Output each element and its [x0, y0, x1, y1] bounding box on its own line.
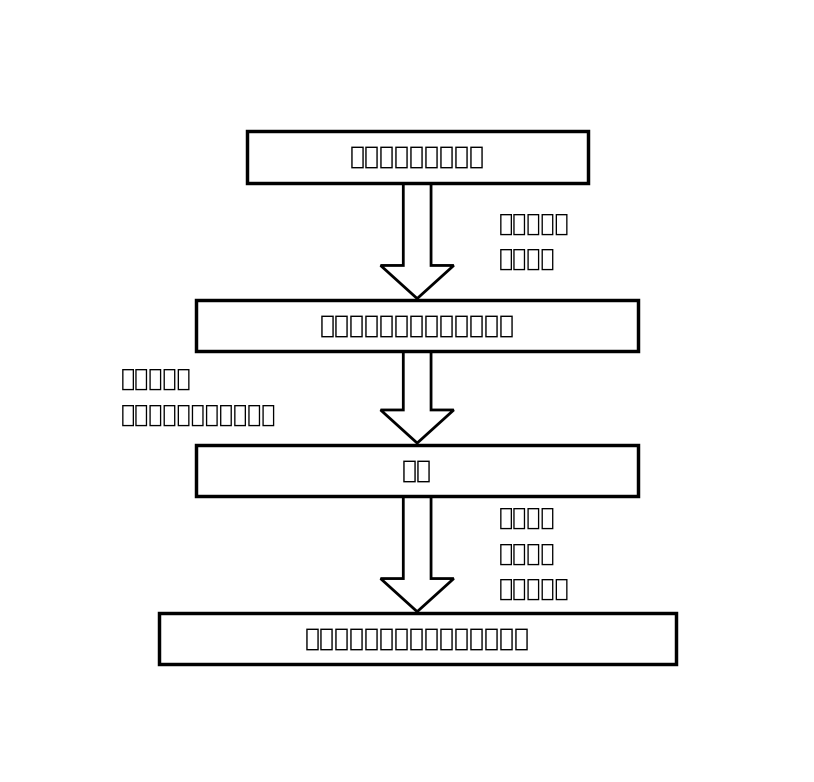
Text: 氟磷酸钙包覆镍鈢锨酸锅正极材料: 氟磷酸钙包覆镍鈢锨酸锅正极材料	[304, 627, 530, 651]
Text: 分散后的镍鈢锨酸锅正极材料: 分散后的镍鈢锨酸锅正极材料	[320, 314, 514, 338]
Polygon shape	[381, 182, 453, 299]
Text: 恒温扰拌
恒温干燥
倍烧热处理: 恒温扰拌 恒温干燥 倍烧热处理	[499, 506, 570, 601]
Text: 溶液: 溶液	[402, 458, 432, 482]
Bar	[196, 445, 638, 496]
Bar	[247, 131, 588, 183]
Polygon shape	[381, 496, 453, 612]
Text: 镍鈢锨酸锅正极材料: 镍鈢锨酸锅正极材料	[350, 145, 484, 169]
Bar	[159, 613, 676, 665]
Polygon shape	[381, 351, 453, 443]
Bar	[196, 300, 638, 351]
Text: 超声波分散
磁力扰拌: 超声波分散 磁力扰拌	[499, 212, 570, 271]
Text: 确酸钙溶液
氟化锨和磷酸锨混合溶液: 确酸钙溶液 氟化锨和磷酸锨混合溶液	[120, 367, 276, 426]
